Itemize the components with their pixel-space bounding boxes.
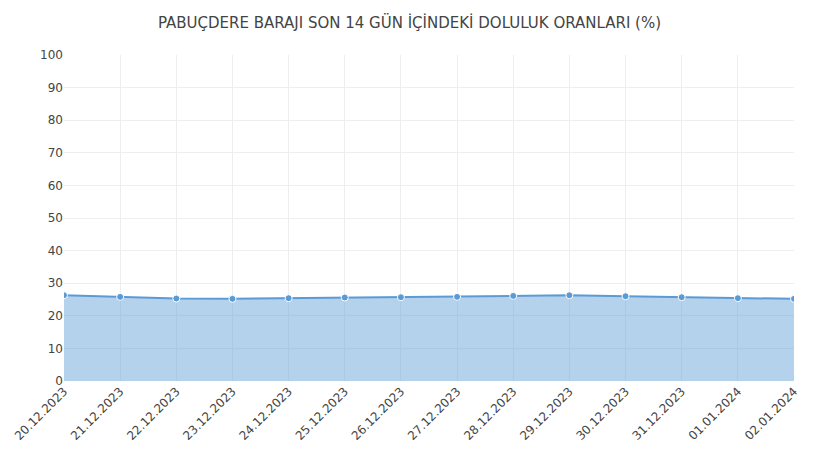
svg-text:10: 10 (48, 342, 63, 356)
svg-text:01.01.2024: 01.01.2024 (686, 384, 744, 442)
svg-text:30: 30 (48, 276, 63, 290)
svg-text:27.12.2023: 27.12.2023 (405, 384, 463, 442)
svg-text:20.12.2023: 20.12.2023 (12, 384, 70, 442)
svg-text:0: 0 (55, 374, 63, 388)
svg-text:23.12.2023: 23.12.2023 (180, 384, 238, 442)
svg-text:31.12.2023: 31.12.2023 (630, 384, 688, 442)
svg-text:40: 40 (48, 244, 63, 258)
svg-text:70: 70 (48, 146, 63, 160)
svg-text:PABUÇDERE BARAJI SON 14 GÜN İÇ: PABUÇDERE BARAJI SON 14 GÜN İÇİNDEKİ DOL… (158, 13, 661, 32)
svg-text:25.12.2023: 25.12.2023 (293, 384, 351, 442)
svg-text:100: 100 (40, 48, 63, 62)
svg-text:24.12.2023: 24.12.2023 (236, 384, 294, 442)
svg-text:28.12.2023: 28.12.2023 (461, 384, 519, 442)
svg-text:90: 90 (48, 81, 63, 95)
svg-text:02.01.2024: 02.01.2024 (742, 384, 800, 442)
svg-text:26.12.2023: 26.12.2023 (349, 384, 407, 442)
svg-text:21.12.2023: 21.12.2023 (68, 384, 126, 442)
svg-text:22.12.2023: 22.12.2023 (124, 384, 182, 442)
svg-text:60: 60 (48, 179, 63, 193)
svg-text:29.12.2023: 29.12.2023 (517, 384, 575, 442)
svg-text:30.12.2023: 30.12.2023 (573, 384, 631, 442)
svg-text:80: 80 (48, 113, 63, 127)
svg-text:50: 50 (48, 211, 63, 225)
svg-text:20: 20 (48, 309, 63, 323)
